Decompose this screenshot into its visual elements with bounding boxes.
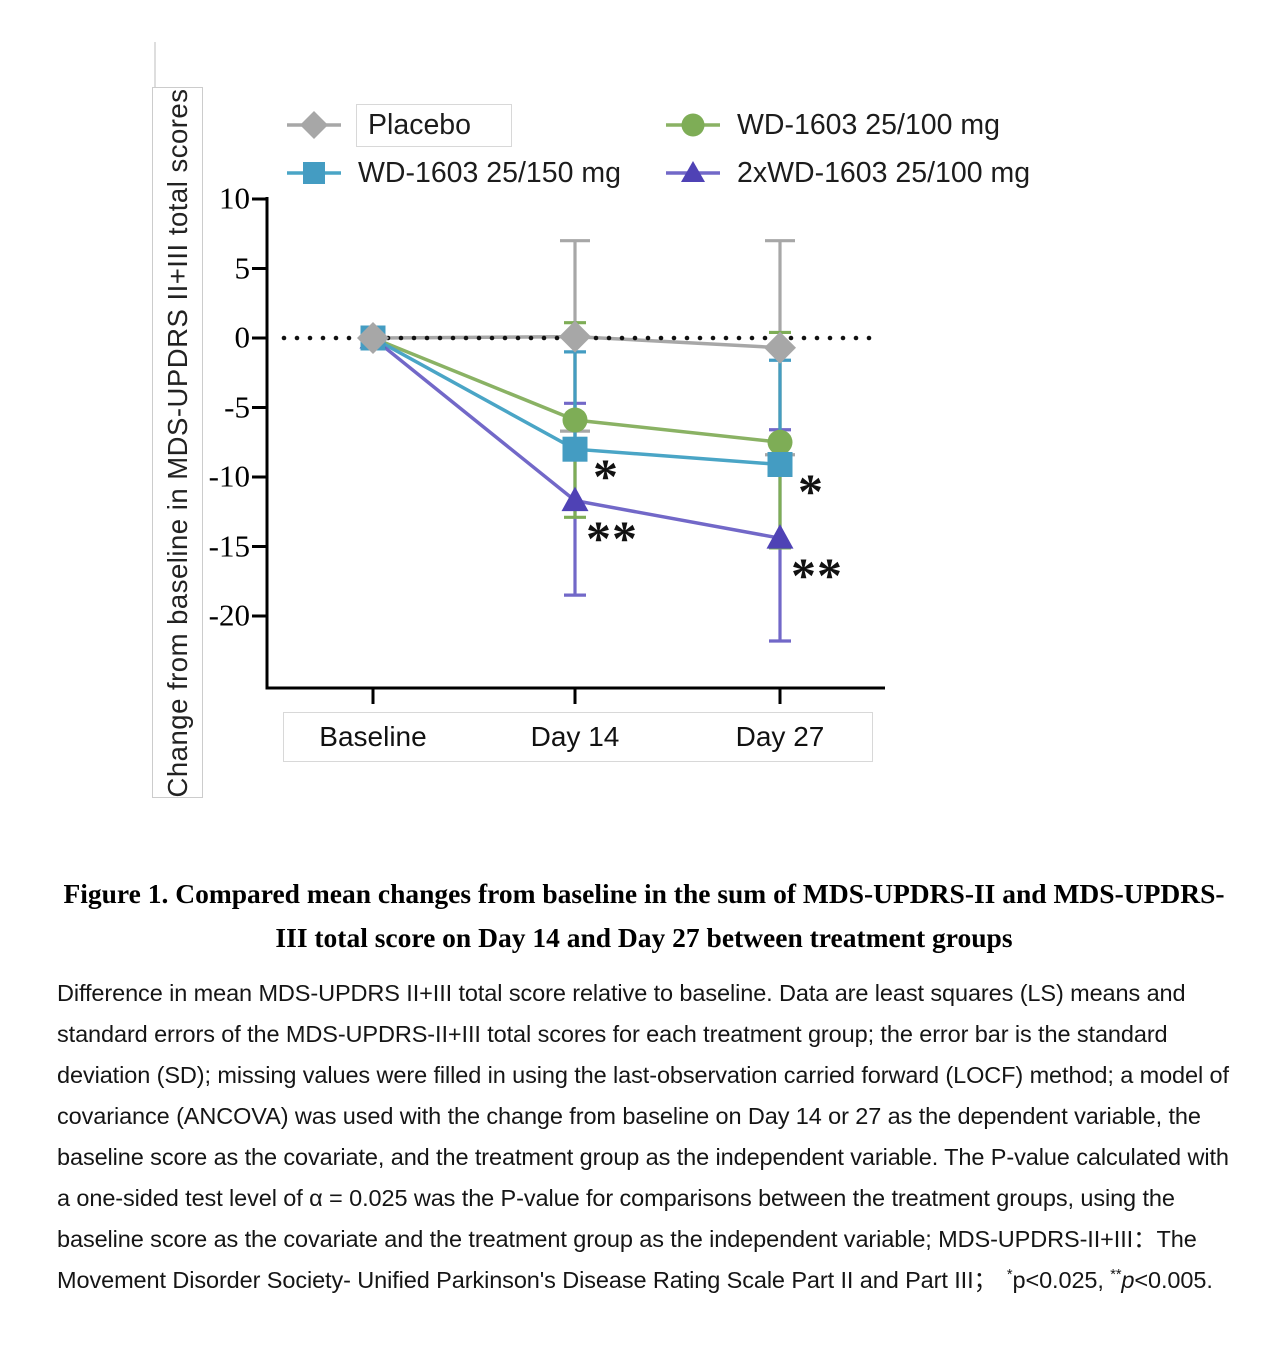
- x-category-Day 27: Day 27: [735, 721, 825, 752]
- y-tick-label: -15: [208, 527, 250, 563]
- caption-body: Difference in mean MDS-UPDRS II+III tota…: [57, 973, 1231, 1301]
- triangle-legend-icon: [666, 161, 720, 182]
- zero-line-dot: [398, 335, 404, 341]
- circle-legend-icon: [666, 113, 720, 137]
- y-tick-label: -5: [224, 388, 250, 424]
- WD-1603 25/150 mg-marker: [562, 436, 588, 462]
- zero-line-dot: [866, 335, 872, 341]
- zero-line-dot: [541, 335, 547, 341]
- significance-**: **: [791, 547, 843, 604]
- zero-line-dot: [684, 335, 690, 341]
- p-value-note-2: **p<0.005.: [1110, 1267, 1213, 1293]
- legend-label: Placebo: [356, 103, 512, 147]
- zero-line-dot: [788, 335, 794, 341]
- zero-line-dot: [346, 335, 352, 341]
- x-category-Day 14: Day 14: [530, 721, 620, 752]
- zero-line-dot: [411, 335, 417, 341]
- 2xWD-1603 25/100 mg-marker: [766, 524, 794, 549]
- legend-item-2xWD-1603 25/100 mg: 2xWD-1603 25/100 mg: [666, 149, 1030, 197]
- zero-line-dot: [736, 335, 742, 341]
- legend-label: WD-1603 25/150 mg: [358, 156, 621, 189]
- y-axis-title-box: Change from baseline in MDS-UPDRS II+III…: [152, 87, 203, 798]
- zero-line-dot: [632, 335, 638, 341]
- zero-line-dot: [450, 335, 456, 341]
- y-tick-label: -10: [208, 458, 250, 494]
- chart-canvas: [252, 197, 885, 704]
- zero-line-dot: [645, 335, 651, 341]
- legend-label: WD-1603 25/100 mg: [737, 108, 1000, 141]
- textbox-border-artifact: [154, 42, 156, 88]
- y-tick-label: 10: [219, 180, 250, 216]
- zero-line-dot: [619, 335, 625, 341]
- zero-line-dot: [333, 335, 339, 341]
- zero-line-dot: [671, 335, 677, 341]
- zero-line-dot: [827, 335, 833, 341]
- caption-title-line1: Figure 1. Compared mean changes from bas…: [63, 878, 1225, 909]
- figure-caption: Figure 1. Compared mean changes from bas…: [57, 872, 1231, 1301]
- WD-1603 25/100 mg-marker: [562, 407, 588, 433]
- Placebo-marker: [357, 322, 389, 354]
- legend-item-WD-1603 25/150 mg: WD-1603 25/150 mg: [287, 149, 621, 197]
- double-asterisk-sup: **: [1110, 1267, 1122, 1284]
- zero-line-dot: [749, 335, 755, 341]
- zero-line-dot: [606, 335, 612, 341]
- zero-line-dot: [853, 335, 859, 341]
- legend-item-Placebo: Placebo: [287, 101, 512, 149]
- zero-line-dot: [554, 335, 560, 341]
- zero-line-dot: [437, 335, 443, 341]
- zero-line-dot: [801, 335, 807, 341]
- axes: [265, 197, 885, 690]
- square-legend-icon: [287, 162, 341, 184]
- diamond-legend-icon: [287, 111, 341, 139]
- zero-line-dot: [281, 335, 287, 341]
- legend-label: 2xWD-1603 25/100 mg: [737, 156, 1031, 189]
- zero-line-dot: [658, 335, 664, 341]
- asterisk-sup: *: [1006, 1267, 1013, 1284]
- caption-body-text: Difference in mean MDS-UPDRS II+III tota…: [57, 980, 1229, 1293]
- y-tick-label: 5: [234, 249, 251, 285]
- zero-line-dot: [593, 335, 599, 341]
- 2xWD-1603 25/100 mg-marker: [561, 486, 589, 512]
- zero-line-dot: [515, 335, 521, 341]
- zero-line-dot: [307, 335, 313, 341]
- x-axis-label-box: [283, 712, 873, 762]
- zero-line-dot: [710, 335, 716, 341]
- zero-line-dot: [476, 335, 482, 341]
- zero-line-dot: [463, 335, 469, 341]
- p-value-note-1: *p<0.025,: [1006, 1267, 1104, 1293]
- zero-line-dot: [528, 335, 534, 341]
- zero-line-dot: [320, 335, 326, 341]
- zero-line-dot: [723, 335, 729, 341]
- legend-item-WD-1603 25/100 mg: WD-1603 25/100 mg: [666, 101, 1000, 149]
- significance-**: **: [586, 509, 638, 566]
- significance-*: *: [593, 448, 619, 505]
- WD-1603 25/150 mg-marker: [767, 451, 793, 477]
- y-tick-label: 0: [234, 319, 251, 355]
- zero-line-dot: [502, 335, 508, 341]
- zero-line-dot: [424, 335, 430, 341]
- zero-line-dot: [294, 335, 300, 341]
- WD-1603 25/100 mg-marker: [767, 429, 793, 455]
- zero-line-dot: [840, 335, 846, 341]
- zero-line-dot: [697, 335, 703, 341]
- Placebo-marker: [559, 320, 591, 353]
- significance-*: *: [798, 463, 824, 520]
- zero-line-dot: [762, 335, 768, 341]
- y-tick-label: -20: [208, 597, 250, 633]
- caption-title-line2: III total score on Day 14 and Day 27 bet…: [275, 922, 1013, 953]
- zero-line-dot: [814, 335, 820, 341]
- x-category-Baseline: Baseline: [319, 721, 427, 752]
- zero-line-dot: [489, 335, 495, 341]
- Placebo-marker: [764, 331, 796, 364]
